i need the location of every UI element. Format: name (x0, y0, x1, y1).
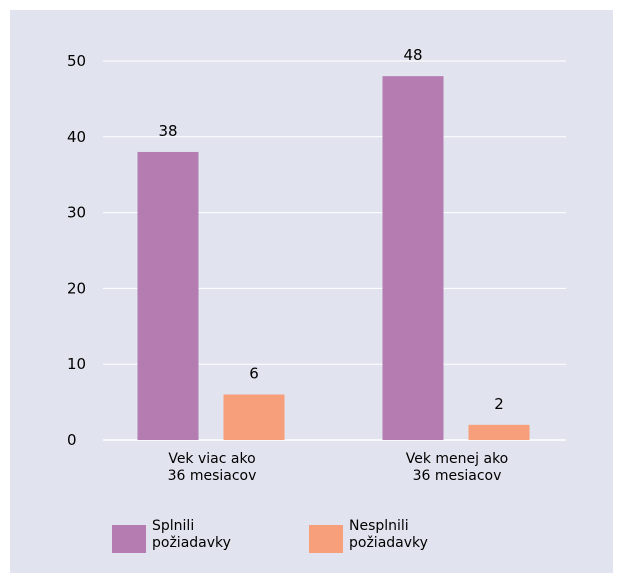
data-label: 38 (158, 122, 177, 140)
x-tick-label: Vek viac ako 36 mesiacov (168, 451, 257, 484)
chart-panel (10, 10, 613, 573)
x-tick-label-line: Vek viac ako (168, 451, 255, 467)
y-tick-label: 30 (67, 204, 86, 222)
legend-label-line: Splnili (152, 518, 194, 534)
y-tick-label: 0 (67, 431, 77, 449)
x-tick-label-line: Vek menej ako (406, 451, 509, 467)
bar (137, 151, 199, 440)
legend-label: Nesplnili požiadavky (349, 518, 428, 551)
legend-swatch (112, 525, 146, 553)
legend-label-line: požiadavky (349, 535, 428, 551)
bar (382, 76, 444, 440)
legend-swatch (309, 525, 343, 553)
x-tick-label: Vek menej ako 36 mesiacov (406, 451, 509, 484)
y-axis: 0 10 20 30 40 50 (67, 52, 86, 449)
x-tick-label-line: 36 mesiacov (168, 468, 257, 484)
data-label: 48 (403, 46, 422, 64)
x-tick-label-line: 36 mesiacov (413, 468, 502, 484)
y-tick-label: 50 (67, 52, 86, 70)
y-tick-label: 20 (67, 279, 86, 297)
data-label: 2 (494, 395, 504, 413)
bar (468, 424, 530, 440)
legend-label-line: Nesplnili (349, 518, 409, 534)
legend-label-line: požiadavky (152, 535, 231, 551)
bar (223, 394, 285, 440)
bars (137, 76, 530, 440)
data-labels: 38 48 6 2 (158, 46, 503, 413)
y-tick-label: 10 (67, 355, 86, 373)
y-tick-label: 40 (67, 128, 86, 146)
legend-label: Splnili požiadavky (152, 518, 231, 551)
data-label: 6 (249, 365, 259, 383)
